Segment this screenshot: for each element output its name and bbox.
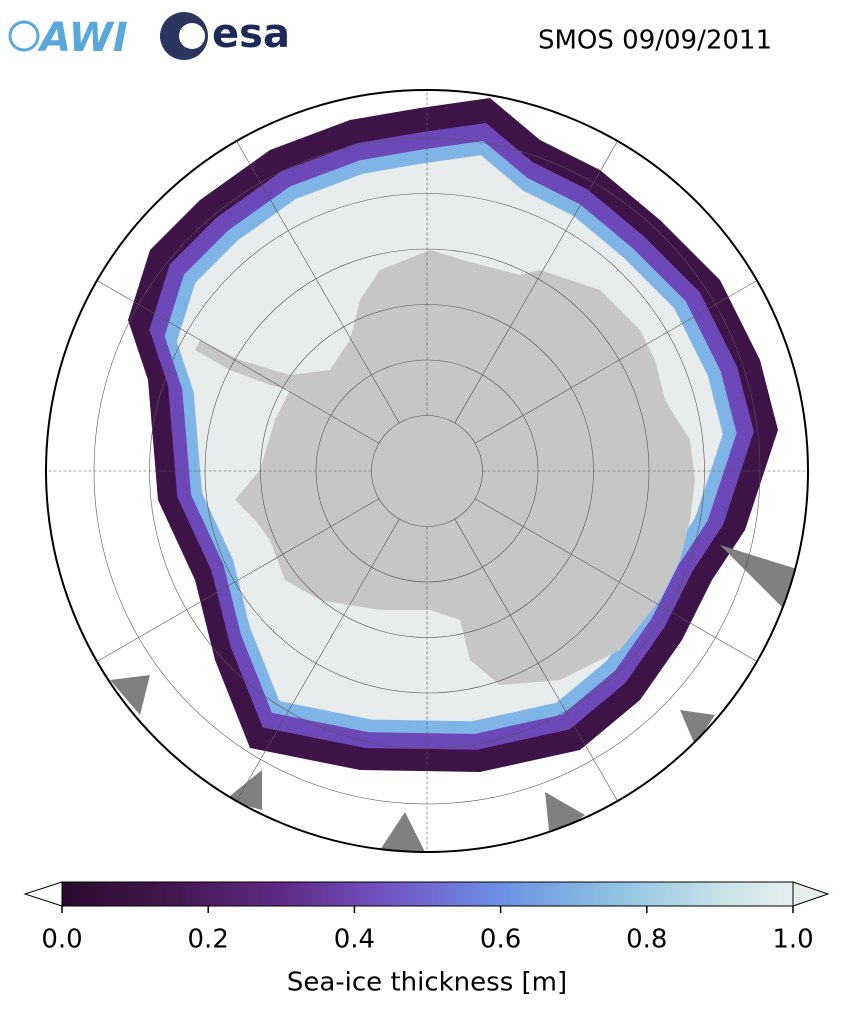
map-frame xyxy=(45,89,809,853)
meridian-line xyxy=(454,140,618,424)
colorbar-tick-label: 1.0 xyxy=(772,925,813,955)
awi-icon xyxy=(8,20,40,52)
esa-icon-inner xyxy=(179,23,205,49)
colorbar-tick-label: 0.6 xyxy=(480,925,521,955)
awi-logo: AWI xyxy=(37,15,128,61)
colorbar-tick-label: 0.0 xyxy=(41,925,82,955)
meridian-line xyxy=(236,140,400,424)
meridian-line xyxy=(474,280,758,444)
esa-logo: esa xyxy=(212,11,290,57)
graticule xyxy=(46,90,808,852)
meridian-line xyxy=(474,498,758,662)
meridian-line xyxy=(236,518,400,802)
colorbar-tick-label: 0.2 xyxy=(188,925,229,955)
colorbar: Sea-ice thickness [m] 0.0 0.2 0.4 0.6 0.8 1.0 xyxy=(23,881,830,998)
extend-high xyxy=(792,881,830,907)
meridian-line xyxy=(96,280,380,444)
extend-low xyxy=(23,881,63,907)
colorbar-tick-label: 0.4 xyxy=(334,925,375,955)
meridian-line xyxy=(454,518,618,802)
colorbar-tick-label: 0.8 xyxy=(626,925,667,955)
colorbar-label: Sea-ice thickness [m] xyxy=(287,968,567,998)
meridian-line xyxy=(96,498,380,662)
antarctica xyxy=(195,250,695,685)
map-title: SMOS 09/09/2011 xyxy=(538,26,772,56)
colorbar-gradient xyxy=(61,881,794,907)
logos: AWI esa xyxy=(8,11,290,61)
map xyxy=(46,90,808,852)
